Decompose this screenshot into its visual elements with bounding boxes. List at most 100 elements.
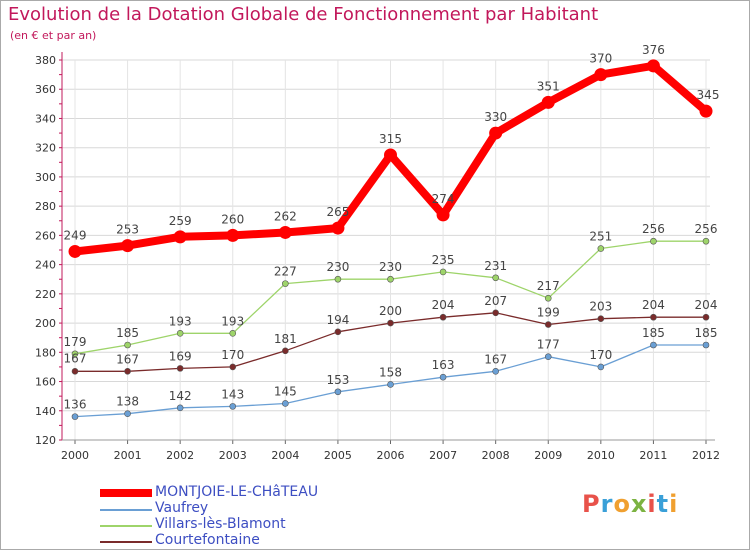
data-point: [282, 400, 289, 407]
data-point: [387, 319, 394, 327]
data-point: [229, 363, 237, 371]
value-label: 330: [484, 110, 507, 124]
x-tick-label: 2010: [587, 449, 615, 462]
value-label: 265: [326, 205, 349, 219]
data-point: [699, 104, 713, 118]
data-point: [68, 244, 82, 258]
value-label: 235: [432, 253, 455, 267]
data-point: [71, 368, 79, 375]
y-tick-label: 160: [35, 376, 56, 389]
data-point: [334, 275, 342, 283]
data-point: [702, 237, 710, 245]
value-label-layer: 249 253 259 260 262 265 315 274 330 351 370 376 345 1…: [64, 43, 720, 412]
value-label: 251: [589, 230, 612, 244]
value-label: 274: [432, 192, 455, 206]
value-label: 142: [169, 389, 192, 403]
value-label: 170: [221, 348, 244, 362]
data-point: [124, 410, 131, 417]
data-point: [436, 208, 450, 222]
value-label: 167: [64, 351, 87, 365]
value-label: 167: [116, 352, 139, 366]
value-label: 185: [695, 326, 718, 340]
y-tick-label: 380: [35, 54, 56, 67]
data-point: [331, 221, 345, 235]
data-point: [226, 228, 240, 242]
value-label: 170: [589, 348, 612, 362]
chart-subtitle: (en € et par an): [10, 29, 97, 42]
data-point: [541, 95, 555, 109]
value-label: 204: [642, 298, 665, 312]
x-tick-label: 2002: [166, 449, 194, 462]
logo-letter: x: [630, 490, 648, 518]
data-point: [650, 313, 657, 321]
data-point: [594, 68, 608, 82]
legend-label: MONTJOIE-LE-CHâTEAU: [155, 484, 319, 500]
y-tick-label: 300: [35, 171, 56, 184]
data-point: [439, 373, 447, 381]
data-point: [702, 313, 710, 321]
value-label: 163: [432, 358, 455, 372]
logo-letter: t: [656, 490, 670, 518]
data-point: [176, 330, 184, 337]
data-point: [650, 341, 657, 349]
value-label: 203: [589, 300, 612, 314]
data-point: [544, 294, 552, 302]
series-layer: [68, 59, 713, 420]
data-point: [597, 363, 605, 371]
x-tick-label: 2000: [61, 449, 89, 462]
x-tick-label: 2009: [534, 449, 562, 462]
value-label: 351: [537, 79, 560, 93]
data-point: [387, 275, 394, 283]
value-label: 256: [642, 222, 665, 236]
y-tick-label: 320: [35, 142, 56, 155]
data-point: [439, 268, 447, 276]
value-label: 204: [695, 298, 718, 312]
value-label: 185: [116, 326, 139, 340]
data-point: [124, 341, 131, 349]
data-point: [597, 245, 605, 252]
logo-letter: P: [582, 490, 601, 518]
value-label: 231: [484, 259, 507, 273]
value-label: 158: [379, 365, 402, 379]
value-label: 143: [221, 387, 244, 401]
axis-layer: 120 140 160 180 200 220 240 260 280 300 320 340 360 3…: [35, 52, 720, 462]
data-point: [489, 126, 503, 140]
data-point: [176, 404, 184, 412]
x-tick-label: 2007: [429, 449, 457, 462]
x-tick-label: 2001: [114, 449, 142, 462]
data-point: [282, 280, 289, 287]
value-label: 169: [169, 349, 192, 363]
data-point: [544, 321, 552, 328]
value-label: 230: [326, 260, 349, 274]
value-label: 204: [432, 298, 455, 312]
data-point: [124, 368, 131, 375]
data-point: [121, 239, 135, 253]
value-label: 200: [379, 304, 402, 318]
y-tick-label: 260: [35, 229, 56, 242]
data-point: [702, 341, 710, 349]
legend-label: Courtefontaine: [155, 532, 260, 548]
y-tick-label: 140: [35, 405, 56, 418]
value-label: 249: [64, 228, 87, 242]
x-tick-label: 2012: [692, 449, 720, 462]
value-label: 345: [697, 88, 720, 102]
value-label: 207: [484, 294, 507, 308]
logo-letter: r: [600, 490, 614, 518]
value-label: 194: [326, 313, 349, 327]
data-point: [650, 237, 657, 245]
y-tick-label: 280: [35, 200, 56, 213]
data-point: [334, 388, 342, 396]
data-point: [278, 225, 292, 239]
data-point: [492, 368, 499, 375]
value-label: 227: [274, 265, 297, 279]
legend-swatch: [100, 541, 152, 543]
value-label: 230: [379, 260, 402, 274]
value-label: 370: [589, 52, 612, 66]
data-point: [646, 59, 660, 73]
x-tick-label: 2011: [639, 449, 667, 462]
legend-label: Vaufrey: [155, 500, 209, 516]
data-point: [71, 350, 79, 358]
data-point: [439, 313, 447, 321]
x-tick-label: 2008: [482, 449, 510, 462]
